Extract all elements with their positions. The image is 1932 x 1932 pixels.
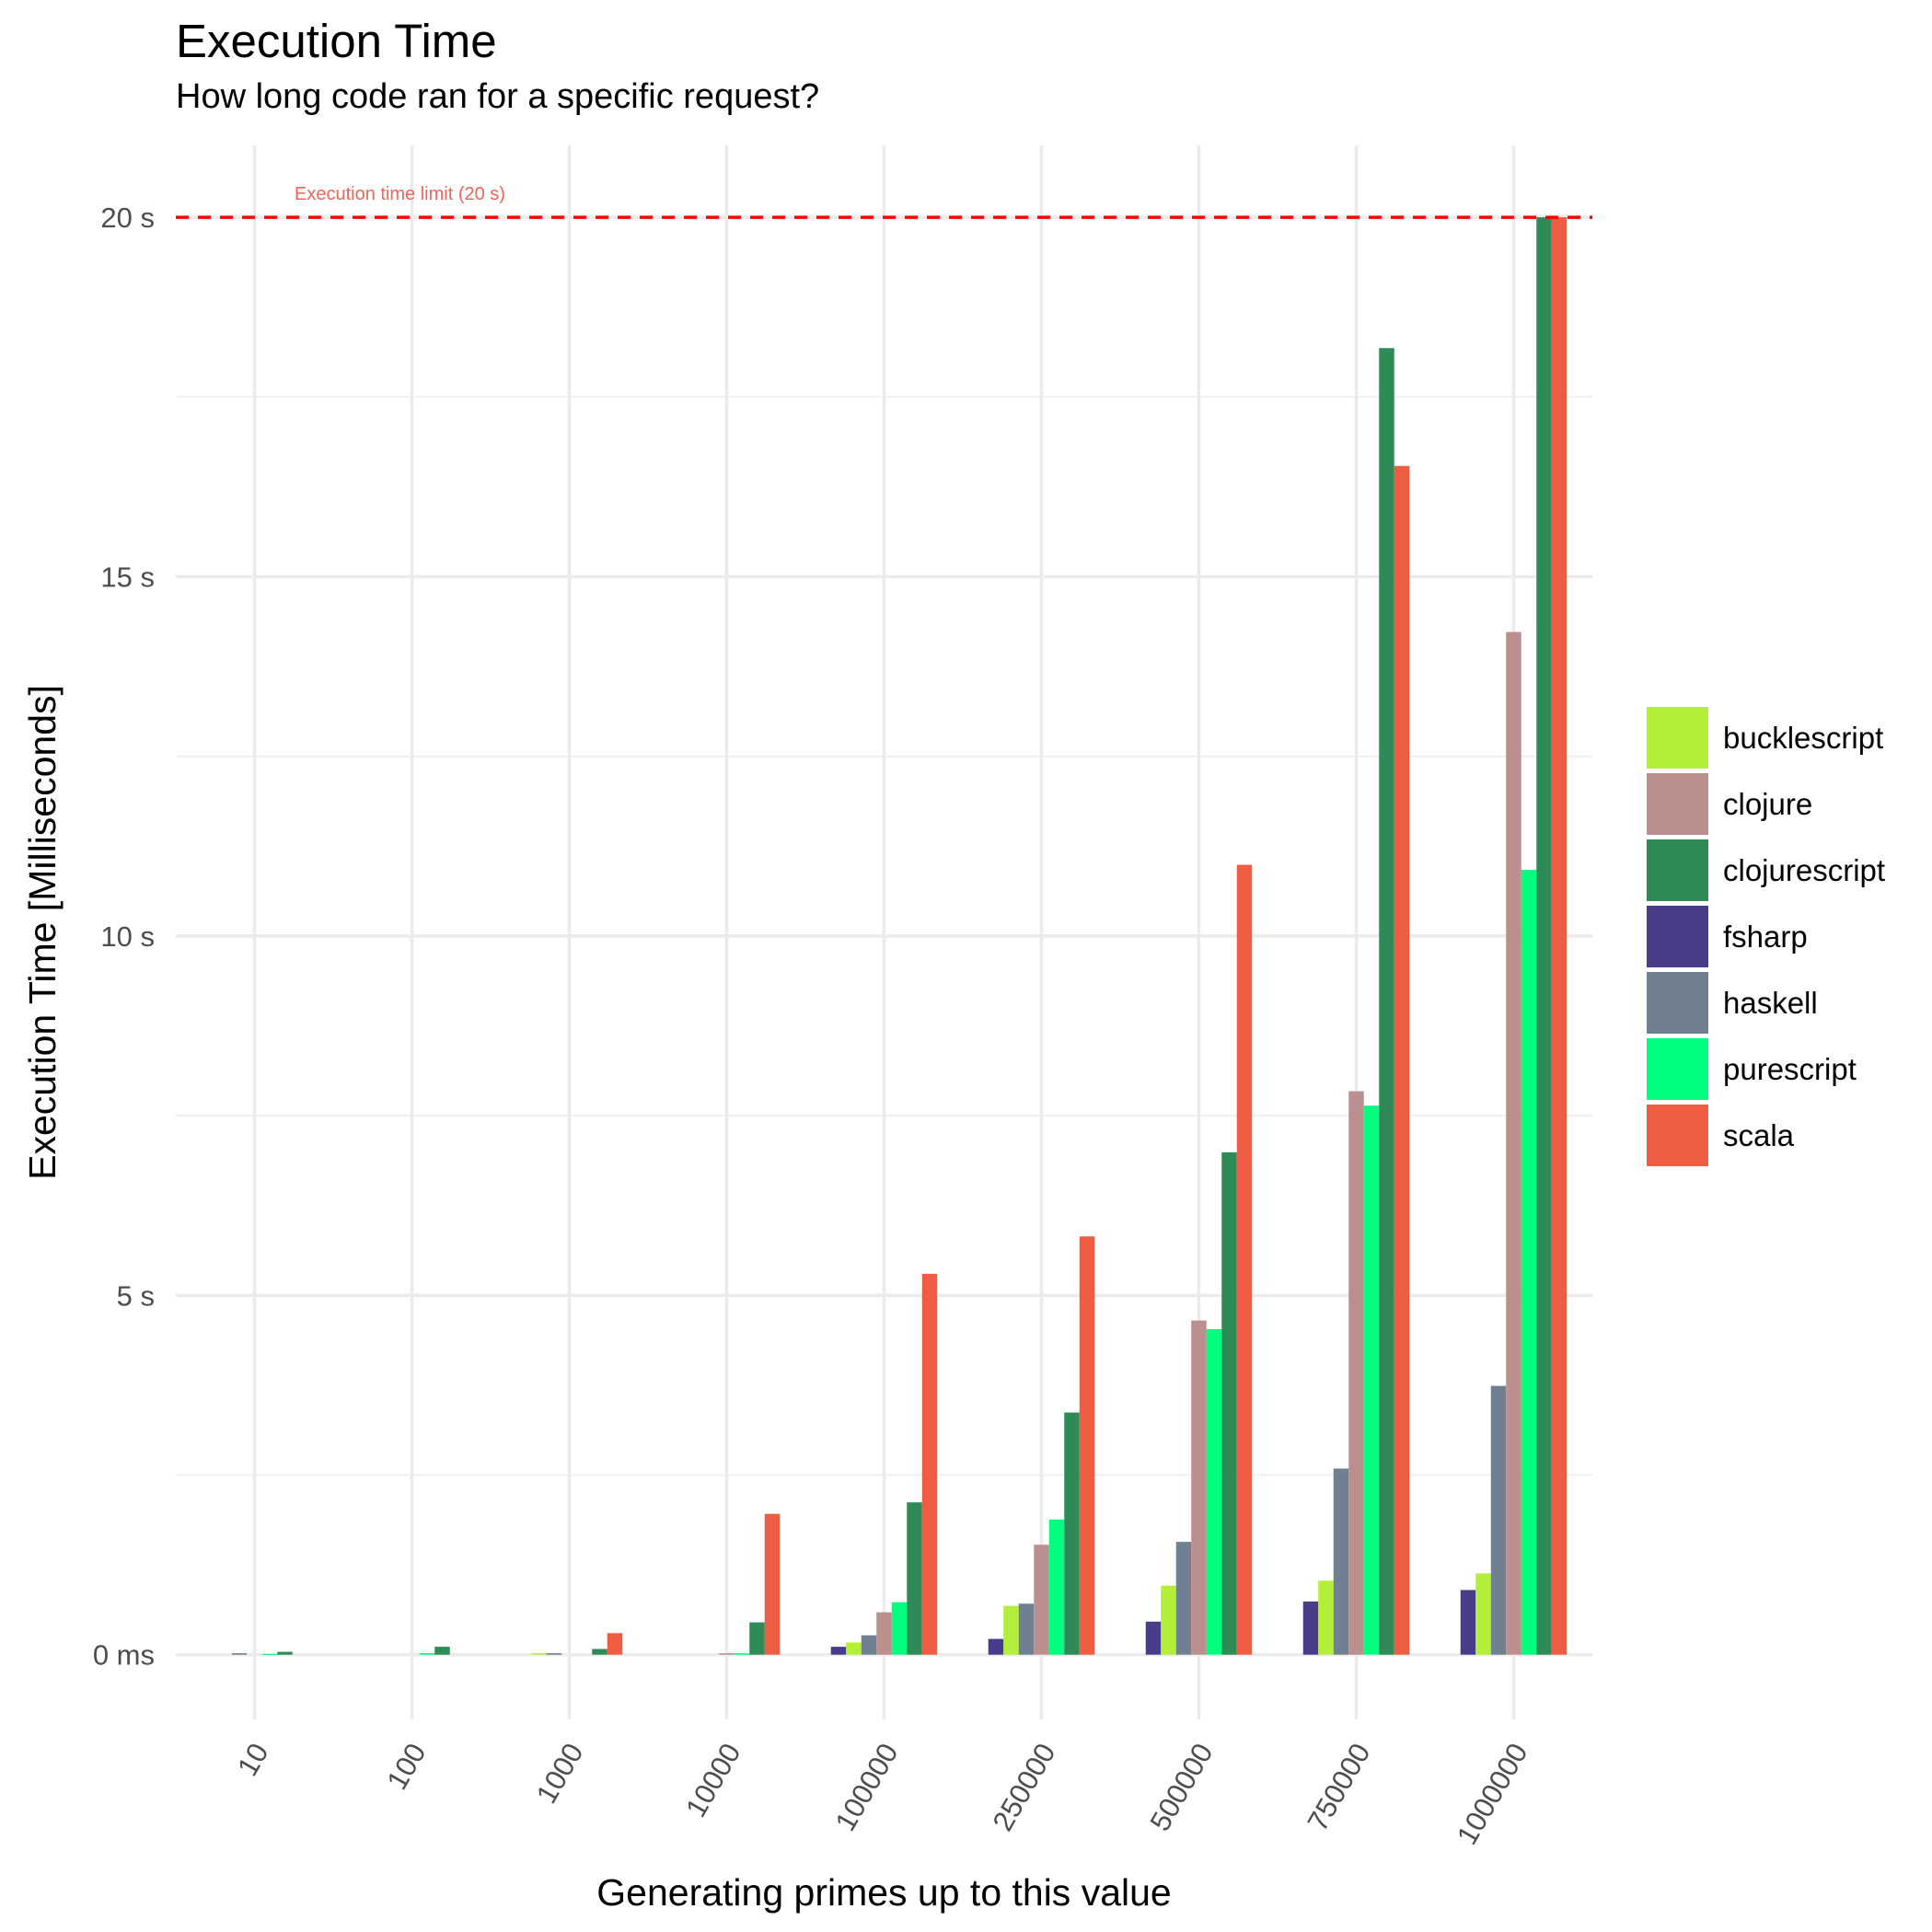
bar-purescript-750000 — [1363, 1105, 1380, 1655]
bar-clojurescript-10 — [277, 1651, 293, 1655]
bar-fsharp-750000 — [1302, 1601, 1319, 1655]
bar-scala-1000000 — [1551, 217, 1568, 1655]
bar-clojurescript-1000000 — [1536, 217, 1552, 1655]
bar-clojurescript-750000 — [1379, 348, 1394, 1655]
legend-label: haskell — [1723, 986, 1818, 1020]
bar-clojure-100000 — [876, 1612, 892, 1655]
bar-scala-10000 — [764, 1513, 781, 1655]
bar-fsharp-1000000 — [1460, 1590, 1476, 1655]
y-tick-label: 0 ms — [93, 1639, 155, 1672]
bar-haskell-1000000 — [1490, 1385, 1507, 1655]
legend-item-purescript: purescript — [1647, 1035, 1923, 1102]
bar-haskell-1000 — [546, 1653, 562, 1655]
bar-purescript-250000 — [1048, 1519, 1065, 1655]
bar-fsharp-250000 — [988, 1638, 1004, 1655]
y-tick-label: 20 s — [100, 202, 155, 234]
legend-item-scala: scala — [1647, 1102, 1923, 1168]
bar-clojurescript-100000 — [907, 1502, 922, 1655]
bar-bucklescript-750000 — [1318, 1580, 1334, 1655]
bar-scala-1000 — [607, 1633, 623, 1655]
y-axis-title: Execution Time [Milliseconds] — [21, 685, 64, 1180]
bar-purescript-100 — [419, 1653, 435, 1655]
bar-clojure-750000 — [1348, 1091, 1364, 1655]
x-axis-title: Generating primes up to this value — [596, 1871, 1171, 1914]
bar-haskell-250000 — [1018, 1603, 1035, 1655]
execution-limit-label: Execution time limit (20 s) — [295, 184, 505, 204]
bars-layer — [231, 217, 1568, 1655]
legend-item-haskell: haskell — [1647, 969, 1923, 1035]
y-tick-label: 5 s — [117, 1279, 155, 1312]
chart-subtitle: How long code ran for a specific request… — [176, 77, 820, 116]
bar-scala-100000 — [921, 1273, 938, 1655]
bar-haskell-100000 — [861, 1635, 877, 1655]
chart-title: Execution Time — [176, 15, 497, 67]
axis-layer: 0 ms 5 s 10 s 15 s 20 s 10 100 1000 10000 100000 2… — [21, 202, 1534, 1914]
bar-haskell-750000 — [1333, 1468, 1349, 1655]
legend-swatch — [1647, 839, 1708, 901]
legend-label: bucklescript — [1723, 721, 1884, 755]
x-tick-label: 1000 — [530, 1738, 590, 1809]
bar-bucklescript-1000 — [531, 1653, 547, 1655]
bar-clojurescript-10000 — [749, 1622, 765, 1655]
bar-purescript-100000 — [891, 1602, 908, 1655]
bar-scala-750000 — [1394, 466, 1410, 1655]
x-tick-label: 750000 — [1301, 1738, 1377, 1836]
bar-fsharp-500000 — [1145, 1621, 1162, 1655]
bar-purescript-10000 — [734, 1653, 750, 1655]
legend-swatch — [1647, 1105, 1708, 1166]
bar-purescript-1000000 — [1521, 870, 1537, 1655]
bar-fsharp-100000 — [830, 1647, 847, 1655]
y-tick-label: 15 s — [100, 561, 155, 593]
bar-purescript-500000 — [1206, 1329, 1222, 1655]
legend-item-fsharp: fsharp — [1647, 903, 1923, 969]
legend-label: clojure — [1723, 787, 1813, 821]
legend-swatch — [1647, 707, 1708, 769]
bar-clojure-500000 — [1191, 1320, 1207, 1655]
legend-label: purescript — [1723, 1052, 1857, 1086]
reference-line-layer: Execution time limit (20 s) — [176, 184, 1592, 219]
bar-purescript-10 — [261, 1653, 278, 1655]
legend-swatch — [1647, 972, 1708, 1034]
bar-scala-250000 — [1079, 1236, 1095, 1655]
legend-swatch — [1647, 1038, 1708, 1100]
legend-swatch — [1647, 906, 1708, 967]
bar-clojurescript-500000 — [1221, 1151, 1237, 1655]
x-tick-label: 10000 — [679, 1738, 746, 1822]
x-tick-label: 10 — [231, 1738, 275, 1781]
bar-haskell-10 — [231, 1653, 248, 1655]
bar-bucklescript-250000 — [1003, 1605, 1019, 1655]
x-tick-label: 250000 — [987, 1738, 1062, 1836]
legend-label: clojurescript — [1723, 853, 1886, 887]
bar-clojurescript-100 — [434, 1647, 450, 1655]
x-tick-label: 100 — [380, 1738, 432, 1795]
bar-bucklescript-500000 — [1161, 1585, 1176, 1655]
legend-item-clojure: clojure — [1647, 770, 1923, 837]
legend-label: scala — [1723, 1118, 1795, 1152]
legend: bucklescript clojure clojurescript fsharp ha… — [1647, 704, 1923, 1168]
bar-scala-500000 — [1236, 864, 1253, 1655]
bar-clojurescript-250000 — [1064, 1412, 1080, 1655]
bar-clojure-10000 — [719, 1653, 735, 1655]
x-tick-label: 100000 — [829, 1738, 905, 1836]
legend-swatch — [1647, 773, 1708, 835]
y-tick-label: 10 s — [100, 920, 155, 953]
bar-haskell-500000 — [1175, 1542, 1192, 1655]
bar-clojurescript-1000 — [592, 1649, 607, 1655]
bar-clojure-250000 — [1034, 1544, 1049, 1655]
legend-label: fsharp — [1723, 920, 1808, 954]
x-tick-label: 1000000 — [1451, 1738, 1534, 1850]
bar-bucklescript-1000000 — [1475, 1573, 1491, 1655]
legend-item-bucklescript: bucklescript — [1647, 704, 1923, 770]
bar-clojure-1000000 — [1506, 631, 1521, 1655]
legend-item-clojurescript: clojurescript — [1647, 837, 1923, 903]
x-tick-label: 500000 — [1144, 1738, 1220, 1836]
bar-bucklescript-100000 — [846, 1642, 862, 1655]
